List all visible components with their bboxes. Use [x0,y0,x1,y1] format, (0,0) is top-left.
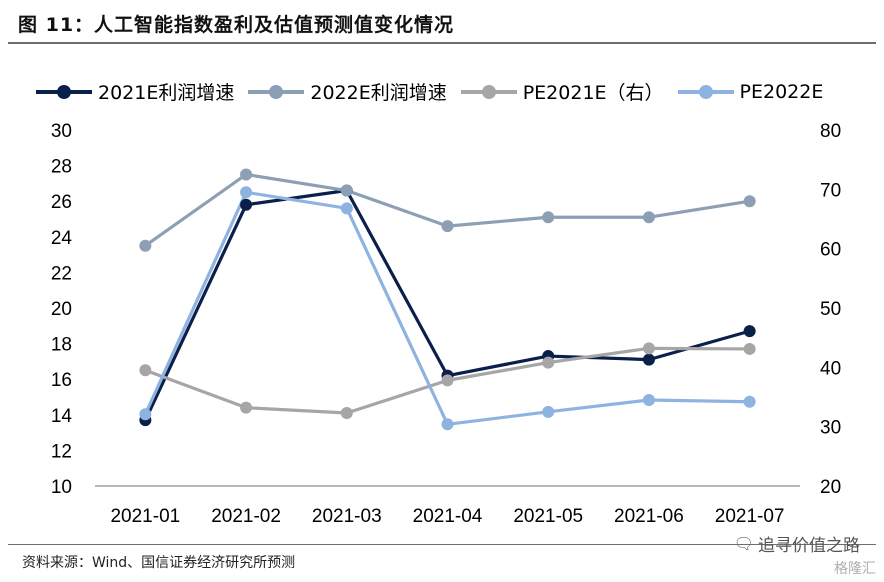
legend-item-series-3: PE2021E（右） [460,78,664,105]
x-tick-label: 2021-02 [211,506,281,527]
figure-title: 图 11：人工智能指数盈利及估值预测值变化情况 [18,14,455,36]
series-2-point [240,168,253,181]
legend-label-series-2: 2022E利润增速 [310,82,447,104]
series-4-point [542,405,555,418]
y-left-tick-label: 24 [51,228,73,249]
y-left-tick-label: 20 [51,299,72,320]
y-right-tick-label: 80 [820,121,841,142]
series-3-point [743,342,756,355]
series-1-point [743,325,756,338]
legend-swatch-series-2 [248,84,305,99]
wechat-icon: 🗨 [733,533,754,553]
chart-lines [143,172,751,426]
y-left-tick-label: 26 [51,192,72,213]
bottom-rule [8,544,876,545]
legend-swatch-series-3 [460,84,517,99]
series-4-point [240,186,253,199]
series-3-point [441,374,454,387]
watermark-logo: 格隆汇 [834,561,876,577]
chart-axes: 2021-01 2021-02 2021-03 2021-04 2021-05 2021-… [51,121,841,527]
series-1-point [240,198,253,211]
y-left-tick-label: 16 [51,370,72,391]
brand-badge: 🗨 追寻价值之路 [733,532,860,556]
brand-text: 追寻价值之路 [758,535,860,556]
y-left-tick-label: 22 [51,263,72,284]
x-tick-label: 2021-05 [513,506,583,527]
legend-label-series-3: PE2021E（右） [522,82,664,104]
source-note: 资料来源：Wind、国信证券经济研究所预测 [22,555,296,571]
y-left-tick-label: 18 [51,335,72,356]
legend-item-series-2: 2022E利润增速 [248,78,447,105]
chart-legend: 2021E利润增速 2022E利润增速 PE2021E（右） PE2022E [36,78,837,105]
y-right-tick-label: 60 [820,240,841,261]
y-right-tick-label: 70 [820,180,841,201]
y-right-tick-label: 40 [820,358,841,379]
series-3-point [240,401,253,414]
y-right-tick-label: 50 [820,299,841,320]
y-right-tick-label: 20 [820,477,841,498]
series-4-point [743,395,756,408]
legend-swatch-series-4 [677,84,734,99]
series-1-point [642,353,655,366]
series-2-point [743,195,756,208]
series-3-point [340,407,353,420]
x-tick-label: 2021-01 [110,506,180,527]
series-3-point [642,342,655,355]
x-tick-label: 2021-03 [312,506,382,527]
series-2-point [139,239,152,252]
series-2-point [340,184,353,197]
series-3-point [139,364,152,377]
legend-label-series-4: PE2022E [739,80,824,103]
series-4-point [139,408,152,421]
series-4-point [642,393,655,406]
series-4-point [441,418,454,431]
chart-markers [139,168,756,431]
series-line-2 [144,172,750,248]
y-right-tick-label: 30 [820,418,841,439]
y-left-tick-label: 28 [51,157,72,178]
y-left-tick-label: 10 [51,477,72,498]
series-2-point [441,220,454,233]
legend-swatch-series-1 [36,84,92,99]
y-left-tick-label: 14 [51,406,73,427]
series-2-point [542,211,555,224]
x-tick-label: 2021-04 [413,506,483,527]
figure-header: 图 11：人工智能指数盈利及估值预测值变化情况 [0,0,884,44]
y-left-tick-label: 12 [51,441,72,462]
series-3-point [542,356,555,369]
x-tick-label: 2021-07 [715,506,785,527]
top-rule [8,42,876,44]
y-left-tick-label: 30 [51,121,72,142]
x-tick-label: 2021-06 [614,506,684,527]
series-4-point [340,202,353,215]
series-2-point [642,211,655,224]
legend-item-series-1: 2021E利润增速 [36,78,234,105]
legend-label-series-1: 2021E利润增速 [98,82,235,104]
legend-item-series-4: PE2022E [677,80,824,103]
